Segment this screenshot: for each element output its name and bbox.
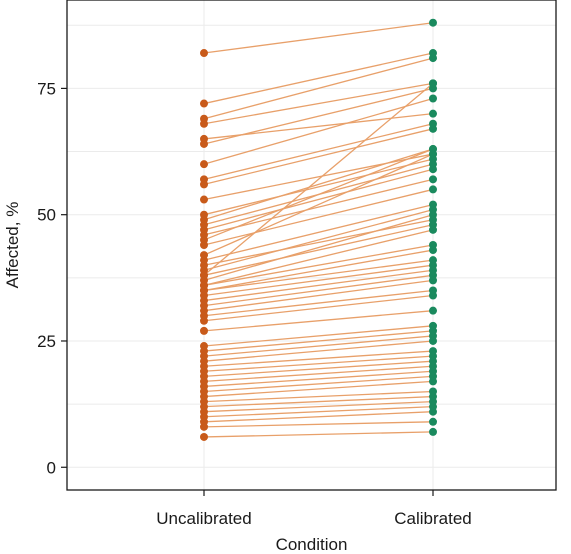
x-tick-label: Calibrated (394, 509, 472, 528)
point-uncalibrated (200, 99, 208, 108)
point-calibrated (429, 276, 437, 285)
pair-line (203, 158, 434, 216)
pair-line (203, 350, 434, 367)
point-calibrated (429, 377, 437, 386)
point-calibrated (429, 165, 437, 174)
y-tick-label: 0 (47, 458, 56, 477)
pair-line (203, 82, 434, 276)
point-calibrated (429, 94, 437, 103)
point-calibrated (429, 407, 437, 416)
point-calibrated (429, 175, 437, 184)
point-uncalibrated (200, 432, 208, 441)
pair-line (203, 325, 434, 347)
paired-lines (203, 22, 434, 438)
point-calibrated (429, 54, 437, 63)
point-calibrated (429, 79, 437, 88)
pair-line (203, 289, 434, 317)
pair-line (203, 340, 434, 362)
pair-line (203, 244, 434, 287)
point-calibrated (429, 18, 437, 27)
point-calibrated (429, 306, 437, 315)
pair-line (203, 269, 434, 302)
axis-ticks: 0 25 50 75 Uncalibrated Calibrated (37, 79, 472, 528)
pair-line (203, 431, 434, 438)
point-uncalibrated (200, 180, 208, 189)
pair-line (203, 57, 434, 120)
pair-line (203, 330, 434, 352)
pair-line (203, 249, 434, 292)
point-calibrated (429, 291, 437, 300)
point-uncalibrated (200, 326, 208, 335)
pair-line (203, 406, 434, 418)
pair-line (203, 279, 434, 312)
x-tick-label: Uncalibrated (156, 509, 251, 528)
point-calibrated (429, 185, 437, 194)
pair-line (203, 360, 434, 377)
pair-line (203, 219, 434, 266)
pair-line (203, 82, 434, 125)
y-tick-label: 75 (37, 79, 56, 98)
point-calibrated (429, 150, 437, 159)
pair-line (203, 411, 434, 423)
x-axis-label: Condition (276, 535, 348, 554)
point-uncalibrated (200, 241, 208, 249)
point-uncalibrated (200, 195, 208, 204)
point-uncalibrated (200, 160, 208, 169)
pair-line (203, 168, 434, 231)
point-calibrated (429, 427, 437, 436)
pair-line (203, 375, 434, 393)
pair-line (203, 335, 434, 357)
point-uncalibrated (200, 139, 208, 148)
pair-line (203, 87, 434, 145)
pair-line (203, 365, 434, 383)
pair-line (203, 421, 434, 428)
point-calibrated (429, 246, 437, 255)
pair-line (203, 355, 434, 372)
point-calibrated (429, 417, 437, 426)
pair-line (203, 178, 434, 236)
pair-line (203, 390, 434, 403)
pair-line (203, 128, 434, 186)
pair-line (203, 188, 434, 246)
pair-line (203, 310, 434, 332)
pair-line (203, 294, 434, 322)
pair-line (203, 52, 434, 105)
point-uncalibrated (200, 316, 208, 325)
pair-line (203, 148, 434, 221)
point-uncalibrated (200, 119, 208, 128)
pair-line (203, 400, 434, 413)
pair-line (203, 264, 434, 297)
point-uncalibrated (200, 422, 208, 431)
point-calibrated (429, 336, 437, 345)
point-calibrated (429, 210, 437, 219)
pair-line (203, 153, 434, 256)
point-calibrated (429, 109, 437, 118)
plot-frame (66, 0, 557, 491)
point-calibrated (429, 225, 437, 234)
point-uncalibrated (200, 49, 208, 58)
pair-line (203, 229, 434, 287)
pair-line (203, 395, 434, 408)
pair-line (203, 148, 434, 241)
point-calibrated (429, 124, 437, 133)
y-tick-label: 25 (37, 332, 56, 351)
pair-line (203, 97, 434, 165)
pair-line (203, 380, 434, 398)
pair-line (203, 123, 434, 180)
pair-line (203, 214, 434, 281)
pair-line (203, 274, 434, 307)
pair-line (203, 22, 434, 54)
pair-line (203, 370, 434, 388)
pair-line (203, 224, 434, 276)
data-points (200, 18, 437, 441)
y-tick-label: 50 (37, 206, 56, 225)
pair-line (203, 259, 434, 292)
pair-line (203, 203, 434, 261)
pair-line (203, 153, 434, 201)
y-axis-label: Affected, % (3, 202, 22, 289)
pair-line (203, 209, 434, 271)
